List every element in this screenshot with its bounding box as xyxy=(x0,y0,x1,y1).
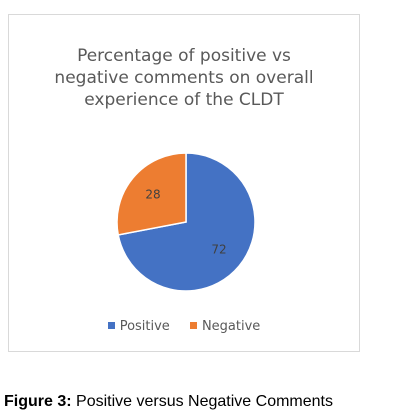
chart-area: Percentage of positive vs negative comme… xyxy=(8,14,360,352)
legend-entry-negative: Negative xyxy=(189,319,261,334)
pie-chart: 72 28 xyxy=(116,152,256,292)
legend-swatch-negative xyxy=(189,322,197,329)
chart-legend: Positive Negative xyxy=(9,319,359,334)
pie-slice-negative xyxy=(116,152,187,236)
data-label-negative: 28 xyxy=(145,188,160,202)
legend-label-positive: Positive xyxy=(119,319,170,334)
chart-title-line-2: negative comments on overall xyxy=(54,68,314,88)
legend-swatch-positive xyxy=(107,322,115,329)
chart-title-line-1: Percentage of positive vs xyxy=(77,46,291,66)
data-label-positive: 72 xyxy=(211,242,226,256)
figure-caption-label: Figure 3: xyxy=(4,393,72,410)
legend-entry-positive: Positive xyxy=(107,319,170,334)
figure-caption: Figure 3: Positive versus Negative Comme… xyxy=(4,393,333,411)
chart-title-line-3: experience of the CLDT xyxy=(84,90,284,110)
legend-label-negative: Negative xyxy=(201,319,261,334)
figure-caption-text: Positive versus Negative Comments xyxy=(76,393,333,410)
chart-title: Percentage of positive vs negative comme… xyxy=(9,45,359,111)
